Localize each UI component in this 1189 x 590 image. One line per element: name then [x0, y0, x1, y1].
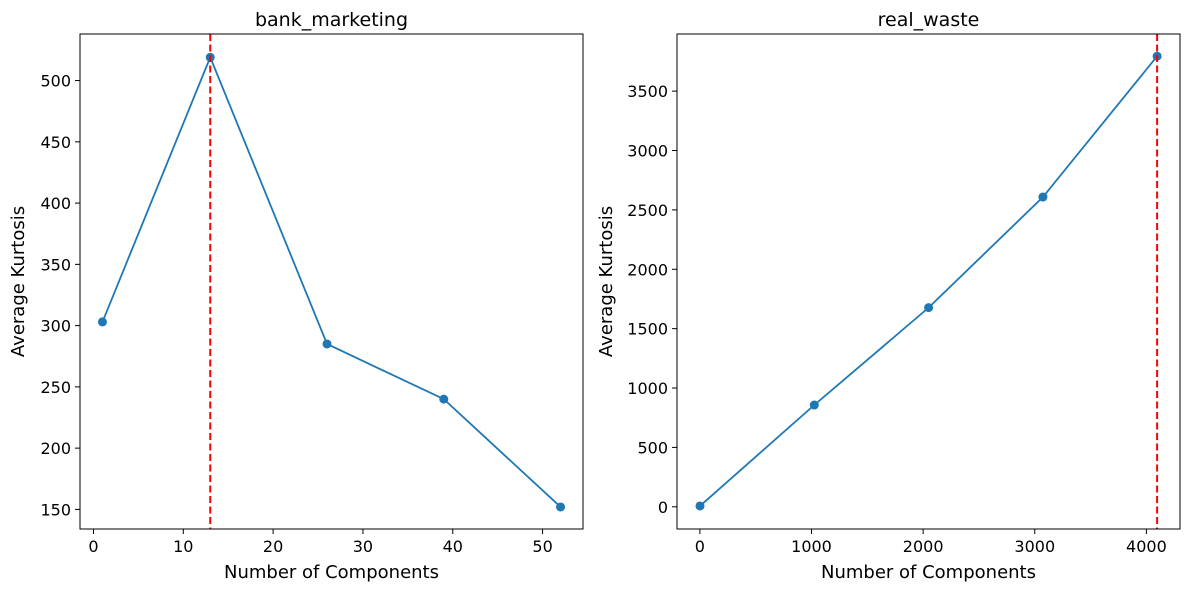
- y-tick-label: 1500: [627, 320, 668, 339]
- y-tick-label: 500: [637, 438, 668, 457]
- chart-panel-bank-marketing: 0 10 20 30 40 50 150 200 250 300 350 400 450 500 bank…: [8, 9, 584, 583]
- data-point: [809, 400, 819, 410]
- y-tick-label: 400: [40, 194, 71, 213]
- x-tick-label: 40: [443, 537, 463, 556]
- axis-ticks-bank-marketing: 0 10 20 30 40 50 150 200 250 300 350 400 450 500: [40, 72, 552, 556]
- y-tick-label: 200: [40, 439, 71, 458]
- y-tick-label: 1000: [627, 379, 668, 398]
- chart-marks-real-waste: [695, 34, 1162, 529]
- x-tick-label: 30: [353, 537, 373, 556]
- y-tick-label: 250: [40, 378, 71, 397]
- x-tick-label: 50: [532, 537, 552, 556]
- y-axis-label: Average Kurtosis: [596, 206, 617, 357]
- data-point: [322, 339, 332, 349]
- chart-panel-real-waste: 0 1000 2000 3000 4000 0 500 1000 1500 2000 2500 300…: [596, 9, 1181, 583]
- chart-marks-bank-marketing: [97, 34, 566, 529]
- x-tick-label: 0: [88, 537, 98, 556]
- y-tick-label: 450: [40, 133, 71, 152]
- data-point: [924, 303, 934, 313]
- x-tick-label: 3000: [1014, 537, 1055, 556]
- x-axis-label: Number of Components: [224, 562, 439, 583]
- data-point: [695, 501, 705, 511]
- y-tick-label: 300: [40, 317, 71, 336]
- x-tick-label: 0: [695, 537, 705, 556]
- data-point: [439, 394, 449, 404]
- x-tick-label: 2000: [903, 537, 944, 556]
- y-tick-label: 3500: [627, 82, 668, 101]
- y-tick-label: 150: [40, 500, 71, 519]
- x-tick-label: 1000: [791, 537, 832, 556]
- y-axis-label: Average Kurtosis: [8, 206, 29, 357]
- axis-ticks-real-waste: 0 1000 2000 3000 4000 0 500 1000 1500 2000 2500 300…: [627, 82, 1166, 556]
- y-tick-label: 2500: [627, 201, 668, 220]
- x-axis-label: Number of Components: [821, 562, 1036, 583]
- y-tick-label: 2000: [627, 260, 668, 279]
- plot-area-frame: [79, 33, 584, 530]
- chart-title: real_waste: [878, 9, 980, 31]
- y-tick-label: 3000: [627, 142, 668, 161]
- data-point: [1038, 192, 1048, 202]
- data-point: [97, 317, 107, 327]
- plot-area-frame: [676, 33, 1181, 530]
- y-tick-label: 0: [658, 498, 668, 517]
- chart-title: bank_marketing: [255, 9, 408, 31]
- x-tick-label: 4000: [1126, 537, 1167, 556]
- x-tick-label: 10: [173, 537, 193, 556]
- data-point: [556, 502, 566, 512]
- x-tick-label: 20: [263, 537, 283, 556]
- y-tick-label: 500: [40, 72, 71, 91]
- y-tick-label: 350: [40, 255, 71, 274]
